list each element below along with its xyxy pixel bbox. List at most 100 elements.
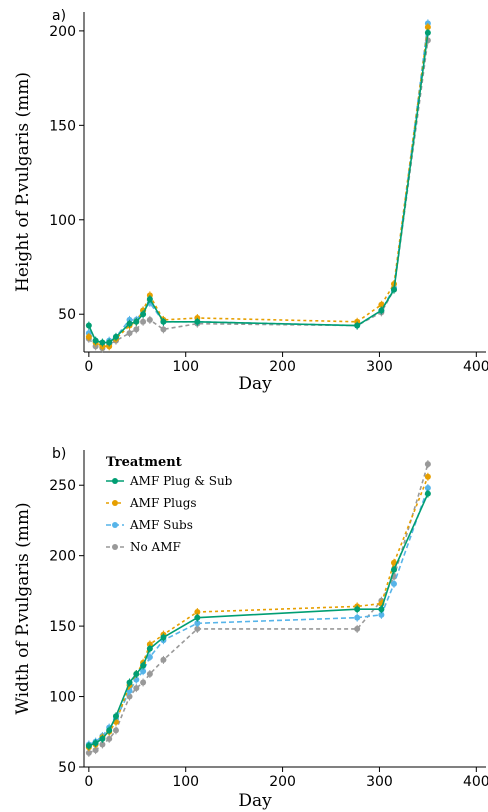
data-point (133, 676, 140, 683)
legend-item-amf-plugs: AMF Plugs (106, 496, 197, 510)
data-point (354, 614, 361, 621)
series-amf-subs (85, 19, 431, 351)
legend-key-point (112, 500, 118, 506)
legend-label: AMF Plug & Sub (129, 474, 233, 488)
data-point (378, 307, 385, 314)
y-tick-label: 200 (49, 24, 76, 40)
series-amf-plugs (85, 23, 431, 351)
y-tick-label: 150 (49, 619, 76, 635)
legend-key-point (112, 522, 118, 528)
y-tick-label: 200 (49, 549, 76, 565)
data-point (133, 318, 140, 325)
legend-key-point (112, 478, 118, 484)
y-tick-label: 50 (58, 307, 76, 323)
x-tick-label: 200 (269, 774, 296, 790)
data-point (146, 671, 153, 678)
data-point (140, 679, 147, 686)
data-point (354, 606, 361, 613)
legend-item-no-amf: No AMF (106, 540, 181, 554)
data-point (85, 742, 92, 749)
series-no-amf (85, 460, 431, 757)
data-point (424, 473, 431, 480)
x-axis-title: Day (238, 791, 272, 811)
data-point (146, 641, 153, 648)
series-amf-plug-and-sub (85, 28, 431, 347)
data-point (106, 339, 113, 346)
data-point (146, 645, 153, 652)
data-point (390, 286, 397, 293)
data-point (424, 461, 431, 468)
data-point (390, 559, 397, 566)
data-point (390, 580, 397, 587)
data-point (378, 301, 385, 308)
series-line-amf-subs (88, 487, 429, 746)
legend-item-amf-subs: AMF Subs (106, 518, 193, 532)
series-line-no-amf (88, 40, 429, 350)
data-point (112, 727, 119, 734)
data-point (140, 668, 147, 675)
data-point (160, 656, 167, 663)
data-point (160, 634, 167, 641)
panel-label: b) (52, 446, 66, 462)
data-point (112, 333, 119, 340)
x-tick-label: 400 (463, 774, 488, 790)
y-tick-label: 150 (49, 118, 76, 134)
legend-key-point (112, 544, 118, 550)
data-point (92, 337, 99, 344)
data-point (92, 740, 99, 747)
data-point (133, 326, 140, 333)
series-amf-plug-and-sub (85, 489, 431, 750)
data-point (140, 311, 147, 318)
series-line-amf-plug-and-sub (88, 32, 429, 344)
x-tick-label: 100 (172, 359, 199, 375)
data-point (126, 330, 133, 337)
data-point (106, 735, 113, 742)
data-point (99, 339, 106, 346)
data-point (140, 318, 147, 325)
data-point (146, 296, 153, 303)
x-tick-label: 100 (172, 774, 199, 790)
data-point (378, 611, 385, 618)
data-point (146, 654, 153, 661)
data-point (354, 625, 361, 632)
data-point (85, 322, 92, 329)
legend-label: AMF Subs (129, 518, 193, 532)
data-point (85, 749, 92, 756)
data-point (194, 318, 201, 325)
series-amf-plugs (85, 472, 431, 752)
panel-label: a) (52, 8, 66, 24)
data-point (424, 24, 431, 31)
data-point (194, 609, 201, 616)
data-point (146, 316, 153, 323)
data-point (424, 29, 431, 36)
series-line-amf-subs (88, 23, 429, 348)
data-point (126, 320, 133, 327)
x-tick-label: 300 (366, 774, 393, 790)
legend-title: Treatment (106, 455, 182, 470)
data-point (160, 326, 167, 333)
data-point (390, 566, 397, 573)
data-point (133, 671, 140, 678)
x-tick-label: 400 (463, 359, 488, 375)
series-line-amf-plugs (88, 27, 429, 348)
data-point (99, 741, 106, 748)
panel-b: 0 100 200 300 400 50 100 150 200 250 Day Width of P… (13, 446, 488, 811)
data-point (126, 679, 133, 686)
x-tick-label: 0 (84, 774, 93, 790)
x-tick-label: 200 (269, 359, 296, 375)
data-point (424, 485, 431, 492)
legend-label: AMF Plugs (129, 496, 197, 510)
data-point (378, 606, 385, 613)
legend-item-amf-plug-and-sub: AMF Plug & Sub (106, 474, 233, 488)
data-point (354, 322, 361, 329)
data-point (194, 625, 201, 632)
y-tick-label: 100 (49, 690, 76, 706)
x-axis-title: Day (238, 374, 272, 394)
y-tick-label: 100 (49, 213, 76, 229)
data-point (424, 490, 431, 497)
data-point (160, 318, 167, 325)
legend-label: No AMF (130, 540, 181, 554)
data-point (194, 620, 201, 627)
